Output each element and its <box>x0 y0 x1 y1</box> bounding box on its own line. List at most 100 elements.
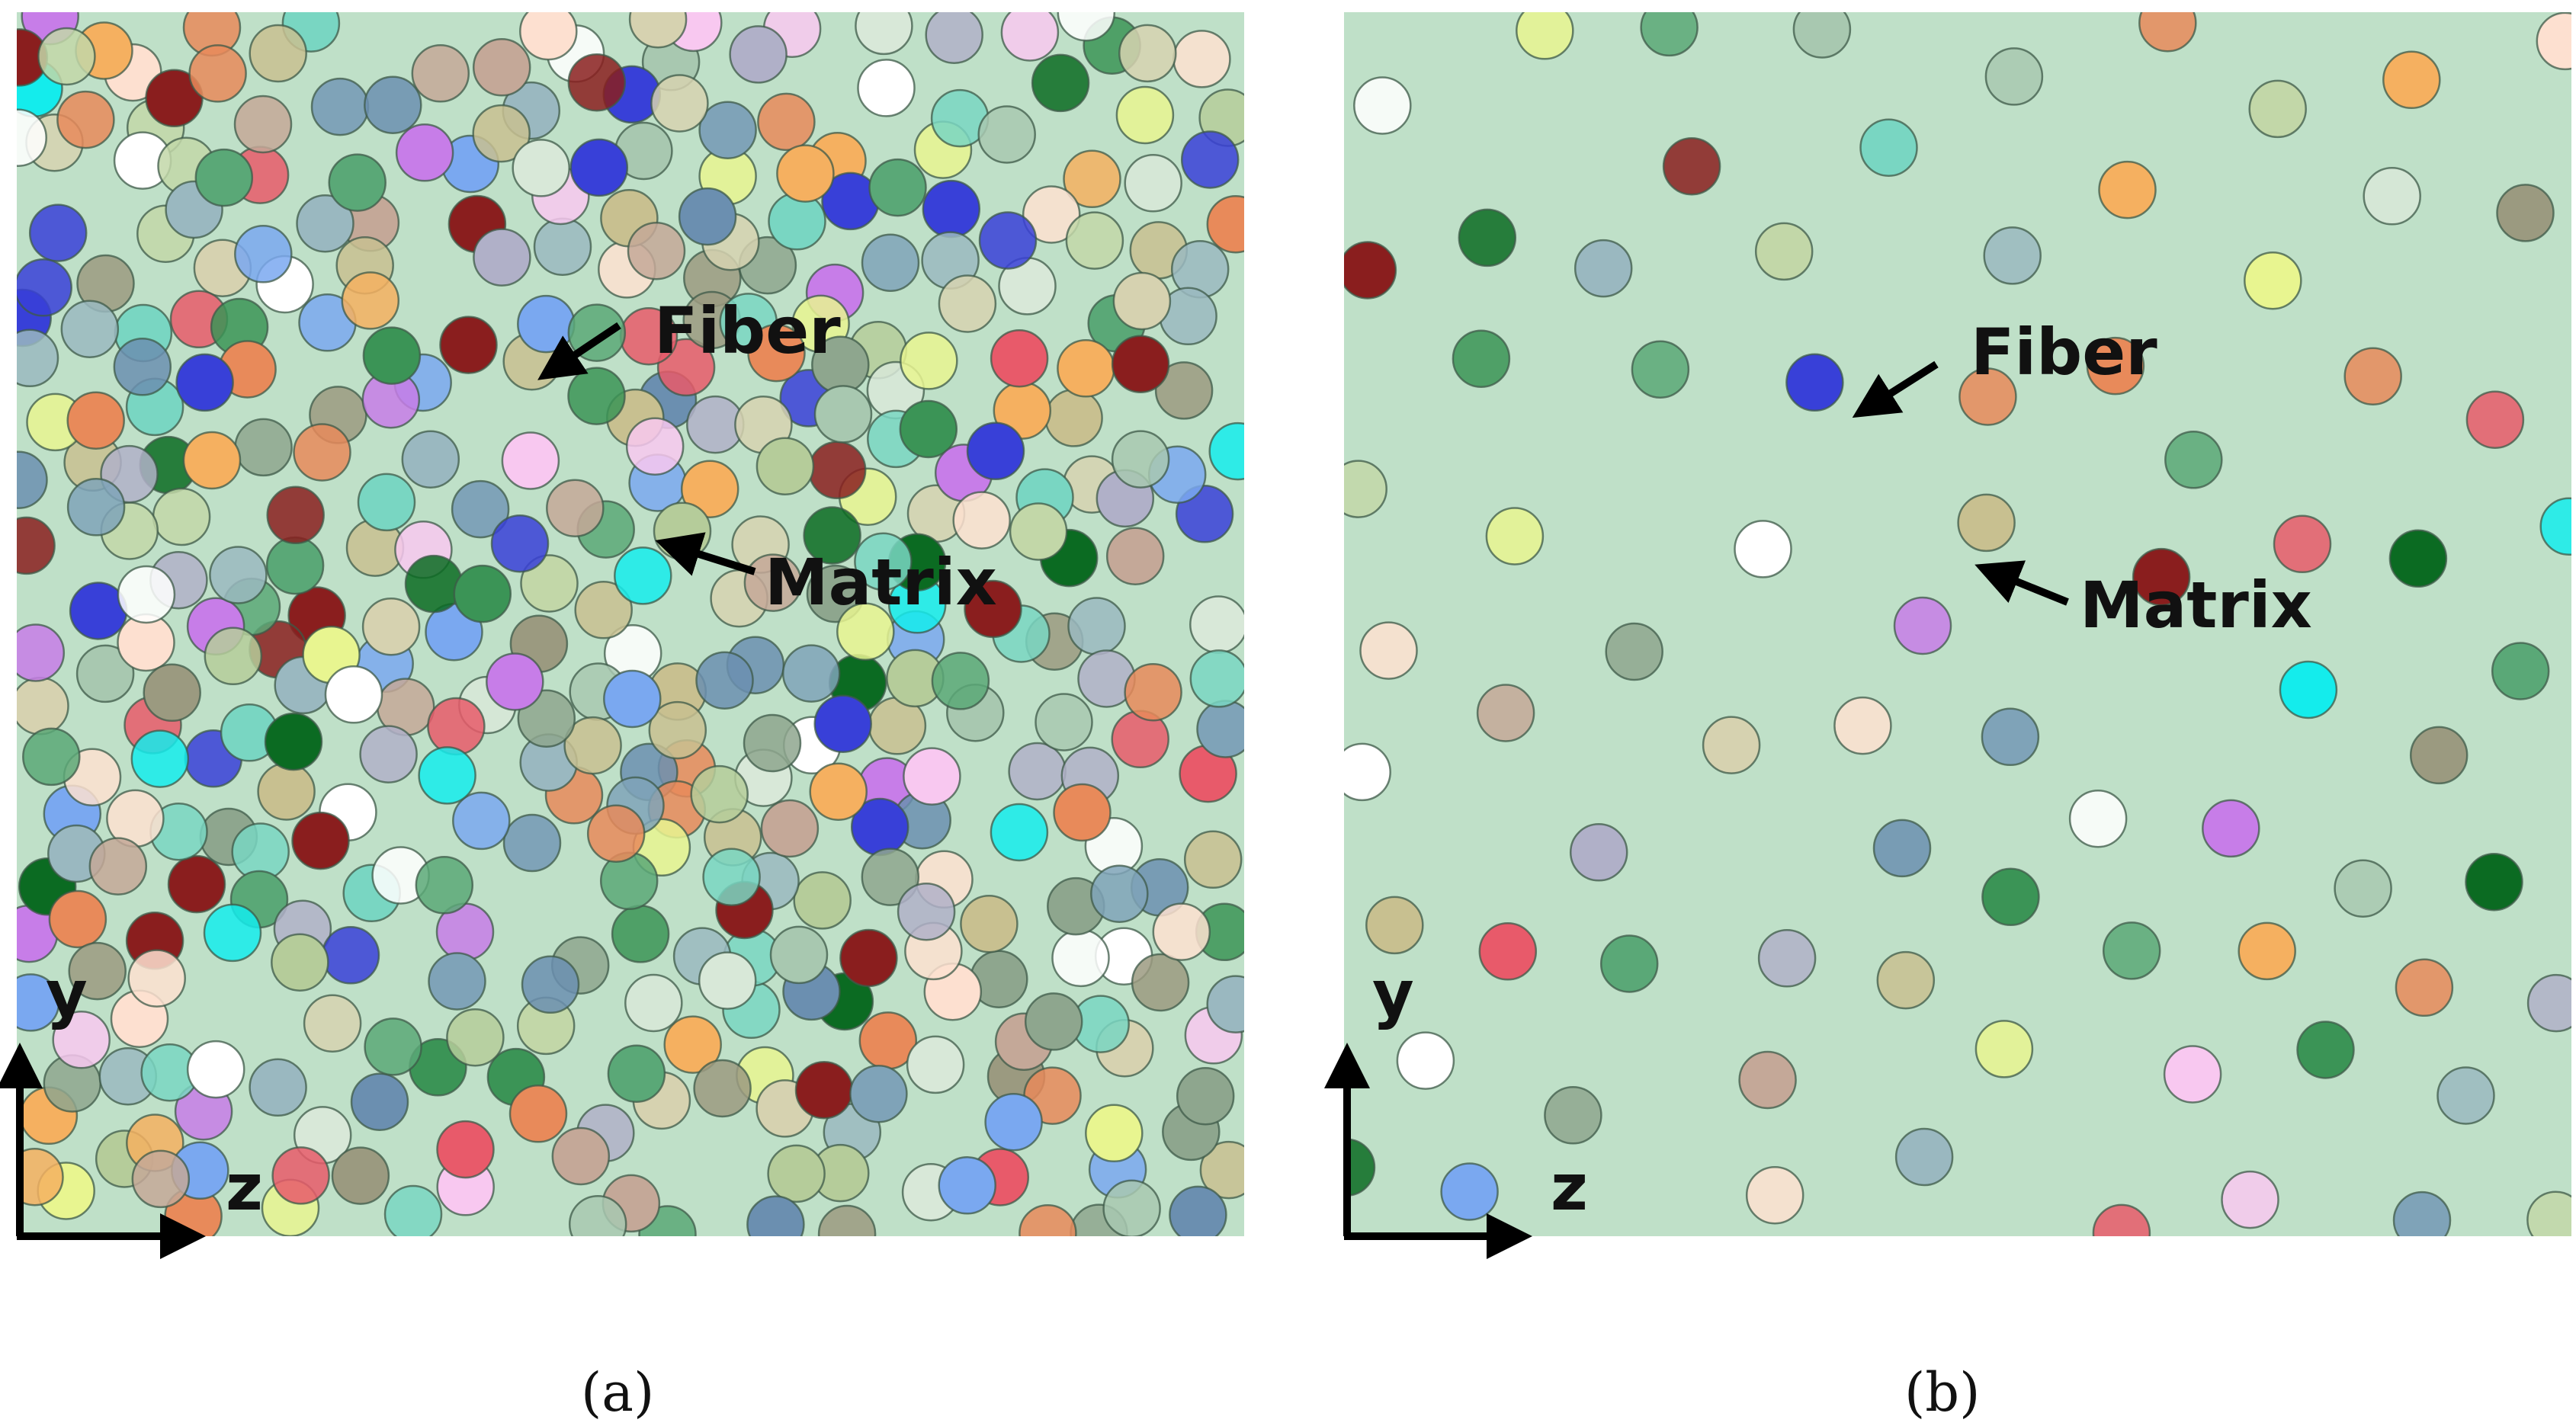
panel-a-fiber <box>693 1059 752 1118</box>
panel-a-fiber <box>628 12 688 49</box>
fiber-field-a <box>17 12 1244 1236</box>
panel-b-fiber <box>1440 1162 1499 1221</box>
panel-a-fiber <box>48 889 107 949</box>
panel-a-fiber <box>769 925 829 985</box>
panel-a-fiber <box>1053 783 1112 842</box>
panel-a-fiber <box>900 332 958 390</box>
panel-a-fiber <box>521 955 580 1014</box>
panel-a-fiber <box>446 1008 505 1067</box>
panel-a-fiber <box>743 553 803 612</box>
panel-a-fiber <box>653 502 712 560</box>
axis-y-label-a: y <box>46 957 88 1031</box>
panel-a <box>17 12 1244 1236</box>
panel-b-fiber <box>1353 76 1412 135</box>
panel-a-fiber <box>143 663 201 723</box>
panel-a-fiber <box>1085 1104 1144 1163</box>
panel-a-fiber <box>17 1147 64 1206</box>
panel-a-fiber <box>563 716 622 775</box>
panel-a-fiber <box>1105 527 1165 585</box>
panel-a-fiber <box>436 1120 495 1179</box>
panel-a-fiber <box>296 194 354 253</box>
panel-a-fiber <box>364 1017 422 1076</box>
panel-a-fiber <box>809 762 868 821</box>
panel-a-fiber <box>768 192 826 251</box>
panel-a-fiber <box>383 1184 443 1236</box>
panel-b-fiber <box>1702 716 1761 774</box>
panel-a-fiber <box>695 651 754 710</box>
panel-b-fiber <box>1859 118 1918 177</box>
panel-a-fiber <box>1067 597 1126 655</box>
panel-b-fiber <box>1544 1086 1602 1145</box>
panel-b-fiber <box>2164 431 2223 489</box>
panel-a-fiber <box>603 669 662 729</box>
panel-b-fiber <box>1754 222 1814 281</box>
panel-a-fiber <box>648 700 707 760</box>
panel-b-fiber <box>1640 12 1699 57</box>
panel-a-fiber <box>293 423 351 482</box>
panel-a-fiber <box>427 697 486 756</box>
panel-a-fiber <box>1112 271 1172 331</box>
axis-z-label-b: z <box>1551 1150 1588 1225</box>
panel-b-fiber <box>1662 136 1721 196</box>
panel-a-fiber <box>401 430 460 489</box>
panel-b-fiber <box>2334 859 2392 918</box>
panel-b-fiber <box>1872 819 1932 878</box>
panel-b-fiber <box>2465 852 2523 912</box>
panel-b-fiber <box>1344 742 1391 802</box>
panel-a-fiber <box>186 1040 245 1099</box>
panel-a-fiber <box>698 101 757 159</box>
panel-b-fiber <box>2163 1045 2222 1104</box>
panel-a-fiber <box>291 811 350 870</box>
panel-b-fiber <box>2436 1066 2495 1125</box>
panel-a-fiber <box>546 479 605 537</box>
panel-a-fiber <box>17 108 47 167</box>
panel-b-fiber <box>2068 789 2128 848</box>
panel-a-fiber <box>813 694 872 753</box>
panel-a-fiber <box>990 803 1049 862</box>
panel-b-fiber <box>1785 353 1844 412</box>
panel-a-fiber <box>117 565 176 624</box>
panel-a-fiber <box>341 271 400 330</box>
panel-b-fiber <box>2363 167 2421 226</box>
panel-b-fiber <box>1958 367 2017 426</box>
panel-a-fiber <box>167 854 226 914</box>
panel-b-fiber <box>2098 160 2157 220</box>
panel-a-fiber <box>17 328 59 388</box>
panel-a-fiber <box>1152 902 1211 961</box>
panel-b-fiber <box>2132 547 2191 607</box>
panel-b-fiber <box>1396 1031 1455 1090</box>
panel-a-fiber <box>249 1058 307 1117</box>
panel-b-fiber <box>1599 934 1659 993</box>
panel-a-fiber <box>960 894 1019 953</box>
panel-a-fiber <box>361 597 421 656</box>
panel-a-fiber <box>767 1144 826 1203</box>
panel-a-fiber <box>52 1011 111 1069</box>
panel-a-fiber <box>1035 693 1093 751</box>
panel-a-fiber <box>490 514 550 573</box>
panel-a-fiber <box>567 53 627 112</box>
panel-b-fiber <box>2343 347 2402 405</box>
panel-b-fiber <box>2279 660 2338 719</box>
panel-a-fiber <box>127 949 186 1008</box>
panel-a-fiber <box>451 479 510 539</box>
panel-a-fiber <box>794 1060 854 1120</box>
panel-a-fiber <box>625 417 685 476</box>
panel-a-fiber <box>567 303 627 362</box>
panel-a-fiber <box>517 294 576 354</box>
panel-a-fiber <box>1206 975 1244 1033</box>
panel-a-fiber <box>17 973 60 1032</box>
panel-a-fiber <box>702 848 761 906</box>
panel-a-fiber <box>404 554 464 614</box>
panel-b-fiber <box>1957 493 2016 553</box>
panel-a-fiber <box>760 799 820 858</box>
panel-a-fiber <box>861 848 920 906</box>
panel-a-fiber <box>508 1085 568 1143</box>
panel-b-fiber <box>1984 47 2044 106</box>
panel-b-fiber <box>2539 497 2571 556</box>
panel-a-fiber <box>194 148 254 207</box>
panel-a-fiber <box>931 652 990 710</box>
panel-a-fiber <box>265 536 325 595</box>
panel-b-fiber <box>1485 507 1545 566</box>
panel-a-fiber <box>152 487 211 546</box>
panel-a-fiber <box>1090 864 1149 923</box>
